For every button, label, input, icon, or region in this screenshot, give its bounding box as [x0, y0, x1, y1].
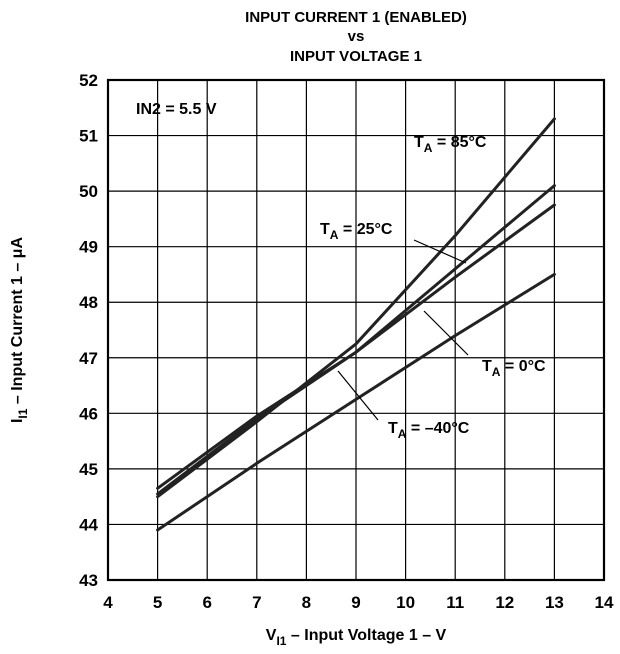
y-tick-label: 43 — [79, 571, 98, 590]
x-tick-label: 5 — [153, 593, 162, 612]
y-axis-label: II1 – Input Current 1 – μA — [9, 237, 30, 424]
series-line-3 — [156, 272, 556, 532]
chart-title-line-2: vs — [348, 28, 365, 45]
x-tick-label: 9 — [351, 593, 360, 612]
y-tick-label: 45 — [79, 460, 98, 479]
leader-0c — [423, 310, 469, 356]
x-tick-label: 12 — [495, 593, 514, 612]
chart-title-line-1: INPUT CURRENT 1 (ENABLED) — [245, 9, 467, 26]
series-label-25c: TA = 25°C — [320, 221, 393, 242]
x-tick-label: 4 — [103, 593, 113, 612]
series-label-0c: TA = 0°C — [482, 358, 546, 379]
series-label-neg40c: TA = –40°C — [388, 420, 470, 441]
y-tick-label: 52 — [79, 71, 98, 90]
x-tick-label: 8 — [302, 593, 311, 612]
y-tick-label: 47 — [79, 349, 98, 368]
x-tick-label: 6 — [202, 593, 211, 612]
grid — [108, 80, 604, 580]
series-line-0 — [156, 117, 556, 499]
y-tick-label: 48 — [79, 293, 98, 312]
x-axis-label: VI1 – Input Voltage 1 – V — [266, 627, 447, 648]
y-tick-label: 51 — [79, 127, 98, 146]
plot-frame — [106, 78, 606, 582]
leader-neg40c — [337, 370, 379, 421]
y-tick-label: 50 — [79, 182, 98, 201]
y-tick-label: 44 — [79, 515, 98, 534]
series-label-85c: TA = 85°C — [414, 134, 487, 155]
y-tick-label: 46 — [79, 404, 98, 423]
x-tick-label: 11 — [446, 593, 464, 612]
x-tick-label: 13 — [545, 593, 564, 612]
x-tick-label: 14 — [595, 593, 614, 612]
condition-label: IN2 = 5.5 V — [136, 101, 217, 118]
x-tick-label: 10 — [396, 593, 415, 612]
y-tick-label: 49 — [79, 238, 98, 257]
chart-title-line-3: INPUT VOLTAGE 1 — [290, 48, 422, 65]
series-lines — [156, 117, 556, 532]
series-line-2 — [156, 203, 556, 490]
leader-25c — [413, 239, 467, 264]
x-tick-label: 7 — [252, 593, 261, 612]
